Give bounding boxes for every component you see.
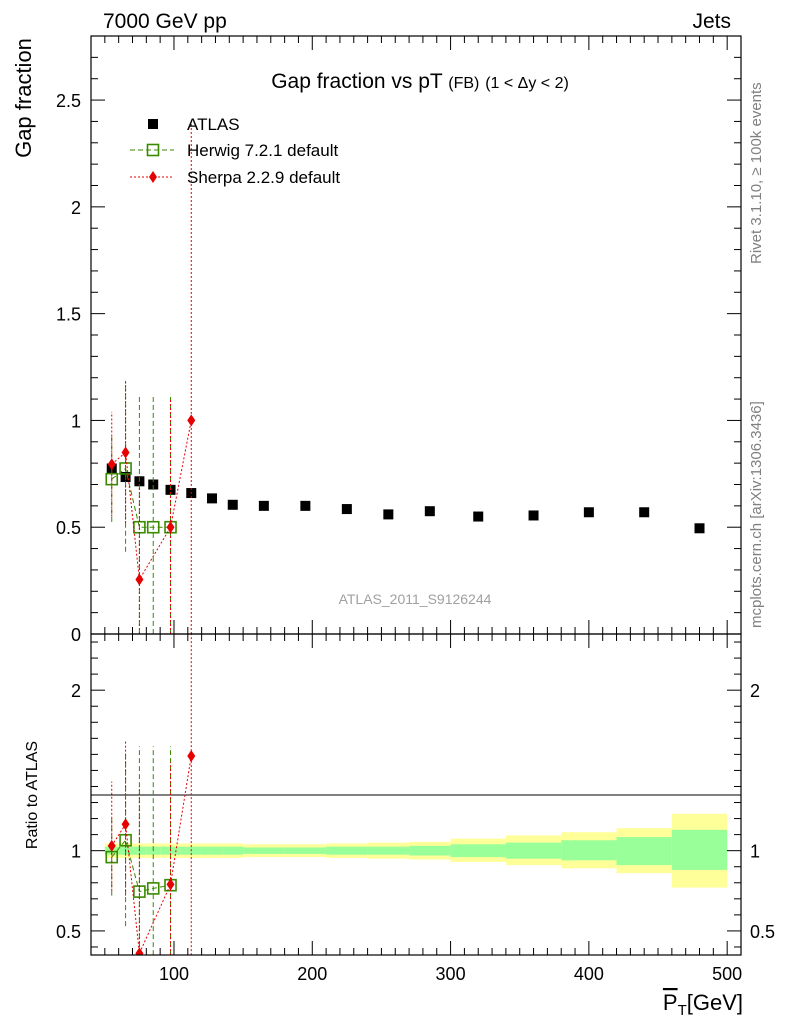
y-tick-label: 2 bbox=[71, 198, 81, 218]
atlas-point bbox=[300, 500, 311, 511]
y-zero-label: 0 bbox=[71, 625, 81, 645]
x-tick-label: 200 bbox=[297, 964, 327, 984]
y-axis-label: Gap fraction bbox=[11, 38, 36, 158]
atlas-point bbox=[473, 511, 484, 522]
herwig-ratio-point bbox=[146, 882, 160, 895]
x-axis-label: PT[GeV] bbox=[663, 990, 743, 1019]
axes: 100 200 300 400 500 0.5 1 1.5 2 2.5 0.5 0.5 1 1 2 2 bbox=[56, 36, 775, 984]
ratio-tick-label-left: 1 bbox=[71, 842, 81, 862]
herwig-point bbox=[105, 472, 119, 486]
ratio-band-green bbox=[243, 847, 285, 854]
atlas-point bbox=[528, 510, 539, 521]
legend: ATLAS Herwig 7.2.1 default Sherpa 2.2.9 de… bbox=[130, 115, 340, 187]
ratio-band-green bbox=[409, 845, 451, 856]
rivet-note: Rivet 3.1.10, ≥ 100k events bbox=[748, 82, 765, 264]
ratio-panel-marks bbox=[105, 634, 196, 955]
legend-label: ATLAS bbox=[187, 115, 240, 134]
sherpa-point bbox=[187, 414, 196, 427]
ratio-uncertainty-bands bbox=[104, 813, 728, 888]
legend-atlas-marker bbox=[148, 119, 158, 129]
sherpa-point bbox=[135, 573, 144, 586]
ratio-band-green bbox=[616, 837, 672, 866]
x-tick-label: 500 bbox=[712, 964, 742, 984]
atlas-point bbox=[694, 523, 705, 534]
y-tick-label: 2.5 bbox=[56, 91, 81, 111]
ratio-panel-frame bbox=[90, 633, 742, 956]
title-sub: (FB) bbox=[448, 75, 479, 92]
sherpa-ratio-point bbox=[187, 749, 196, 762]
ratio-tick-label-right: 2 bbox=[750, 681, 760, 701]
sherpa-line bbox=[111, 420, 192, 582]
sherpa-ratio-point bbox=[121, 818, 130, 831]
ratio-tick-label-left: 0.5 bbox=[56, 922, 81, 942]
atlas-point bbox=[583, 507, 594, 518]
chart-title: Gap fraction vs pT (FB) (1 < Δy < 2) bbox=[271, 70, 569, 93]
legend-sherpa-marker bbox=[149, 171, 157, 183]
sherpa-ratio-point bbox=[135, 947, 144, 955]
title-main: Gap fraction vs pT bbox=[271, 70, 443, 93]
ratio-y-axis-label: Ratio to ATLAS bbox=[24, 741, 41, 849]
ratio-tick-label-right: 0.5 bbox=[750, 922, 775, 942]
atlas-point bbox=[227, 499, 238, 510]
ratio-tick-label-left: 2 bbox=[71, 681, 81, 701]
ratio-band-green bbox=[326, 846, 368, 855]
ratio-band-green bbox=[284, 847, 327, 854]
ratio-band-green bbox=[201, 846, 223, 855]
analysis-id: ATLAS_2011_S9126244 bbox=[339, 591, 492, 607]
ratio-band-green bbox=[450, 844, 506, 858]
x-tick-label: 400 bbox=[574, 964, 604, 984]
atlas-point bbox=[424, 506, 435, 517]
header-left: 7000 GeV pp bbox=[103, 10, 227, 33]
sherpa-ratio-point bbox=[166, 878, 175, 891]
header-right: Jets bbox=[692, 10, 731, 33]
herwig-ratio-line bbox=[111, 839, 171, 893]
atlas-point bbox=[639, 507, 650, 518]
y-tick-label: 1.5 bbox=[56, 305, 81, 325]
legend-label: Herwig 7.2.1 default bbox=[187, 141, 338, 160]
x-label-unit: [GeV] bbox=[687, 990, 743, 1015]
ratio-band-green bbox=[505, 842, 562, 859]
y-tick-label: 1 bbox=[71, 411, 81, 431]
atlas-point bbox=[383, 509, 394, 520]
ratio-band-green bbox=[367, 846, 410, 855]
x-label-sub: T bbox=[678, 1002, 687, 1019]
sherpa-point bbox=[121, 446, 130, 459]
sherpa-point bbox=[107, 458, 116, 471]
sherpa-ratio-line bbox=[111, 755, 192, 955]
main-panel-marks bbox=[105, 121, 705, 634]
title-range: (1 < Δy < 2) bbox=[485, 75, 569, 92]
x-tick-label: 100 bbox=[159, 964, 189, 984]
x-tick-label: 300 bbox=[436, 964, 466, 984]
ratio-tick-label-right: 1 bbox=[750, 842, 760, 862]
atlas-point bbox=[207, 493, 218, 504]
legend-herwig-marker bbox=[146, 143, 160, 157]
atlas-point bbox=[148, 479, 159, 490]
y-tick-label: 0.5 bbox=[56, 518, 81, 538]
ratio-band-green bbox=[671, 829, 728, 870]
legend-label: Sherpa 2.2.9 default bbox=[187, 168, 340, 187]
atlas-point bbox=[258, 500, 269, 511]
x-label-main: P bbox=[663, 990, 678, 1015]
atlas-point bbox=[341, 504, 352, 515]
ratio-band-green bbox=[222, 846, 244, 855]
mcplots-note: mcplots.cern.ch [arXiv:1306.3436] bbox=[748, 401, 765, 628]
ratio-band-green bbox=[561, 840, 617, 861]
sherpa-point bbox=[166, 521, 175, 534]
herwig-point bbox=[146, 520, 160, 534]
sherpa-ratio-point bbox=[107, 839, 116, 852]
